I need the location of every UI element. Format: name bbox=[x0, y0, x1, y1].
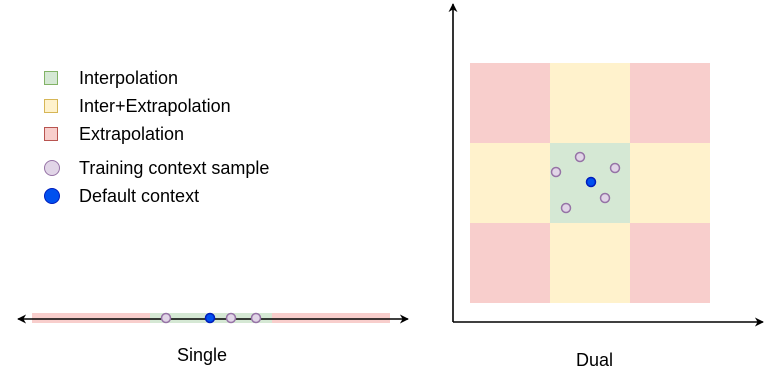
dual-training-sample bbox=[599, 192, 611, 204]
legend-item-default-context: Default context bbox=[44, 182, 269, 210]
legend-label-interpolation: Interpolation bbox=[79, 67, 179, 88]
training-sample-marker bbox=[44, 160, 60, 176]
default-context-marker bbox=[44, 188, 60, 204]
dual-training-sample bbox=[550, 166, 562, 178]
dual-inter-extrapolation-top bbox=[550, 63, 630, 143]
dual-training-sample bbox=[560, 202, 572, 214]
inter-extrapolation-swatch bbox=[44, 99, 58, 113]
dual-extrapolation-bottom-right bbox=[630, 223, 710, 303]
dual-inter-extrapolation-bottom bbox=[550, 223, 630, 303]
legend-label-extrapolation: Extrapolation bbox=[79, 123, 185, 144]
dual-default-context bbox=[585, 176, 597, 188]
legend-label-default-context: Default context bbox=[79, 185, 200, 206]
dual-extrapolation-top-left bbox=[470, 63, 550, 143]
legend-item-interpolation: Interpolation bbox=[44, 64, 269, 92]
single-default-context bbox=[204, 312, 216, 324]
dual-training-sample bbox=[574, 151, 586, 163]
dual-inter-extrapolation-right bbox=[630, 143, 710, 223]
legend-label-training-sample: Training context sample bbox=[79, 157, 270, 178]
single-extrapolation-right bbox=[272, 313, 390, 323]
single-training-sample bbox=[225, 312, 237, 324]
dual-extrapolation-bottom-left bbox=[470, 223, 550, 303]
dual-training-sample bbox=[609, 162, 621, 174]
legend-item-inter-extrapolation: Inter+Extrapolation bbox=[44, 92, 269, 120]
dual-extrapolation-top-right bbox=[630, 63, 710, 143]
interpolation-swatch bbox=[44, 71, 58, 85]
legend-item-training-sample: Training context sample bbox=[44, 154, 269, 182]
legend-label-inter-extrapolation: Inter+Extrapolation bbox=[79, 95, 231, 116]
single-context-panel bbox=[17, 312, 409, 324]
single-training-sample bbox=[160, 312, 172, 324]
dual-inter-extrapolation-left bbox=[470, 143, 550, 223]
single-caption: Single bbox=[177, 345, 228, 365]
extrapolation-swatch bbox=[44, 127, 58, 141]
single-extrapolation-left bbox=[32, 313, 150, 323]
legend-item-extrapolation: Extrapolation bbox=[44, 120, 269, 148]
single-training-sample bbox=[250, 312, 262, 324]
dual-context-panel bbox=[448, 3, 764, 327]
dual-caption: Dual bbox=[576, 350, 614, 370]
legend: Interpolation Inter+Extrapolation Extrap… bbox=[44, 64, 269, 210]
